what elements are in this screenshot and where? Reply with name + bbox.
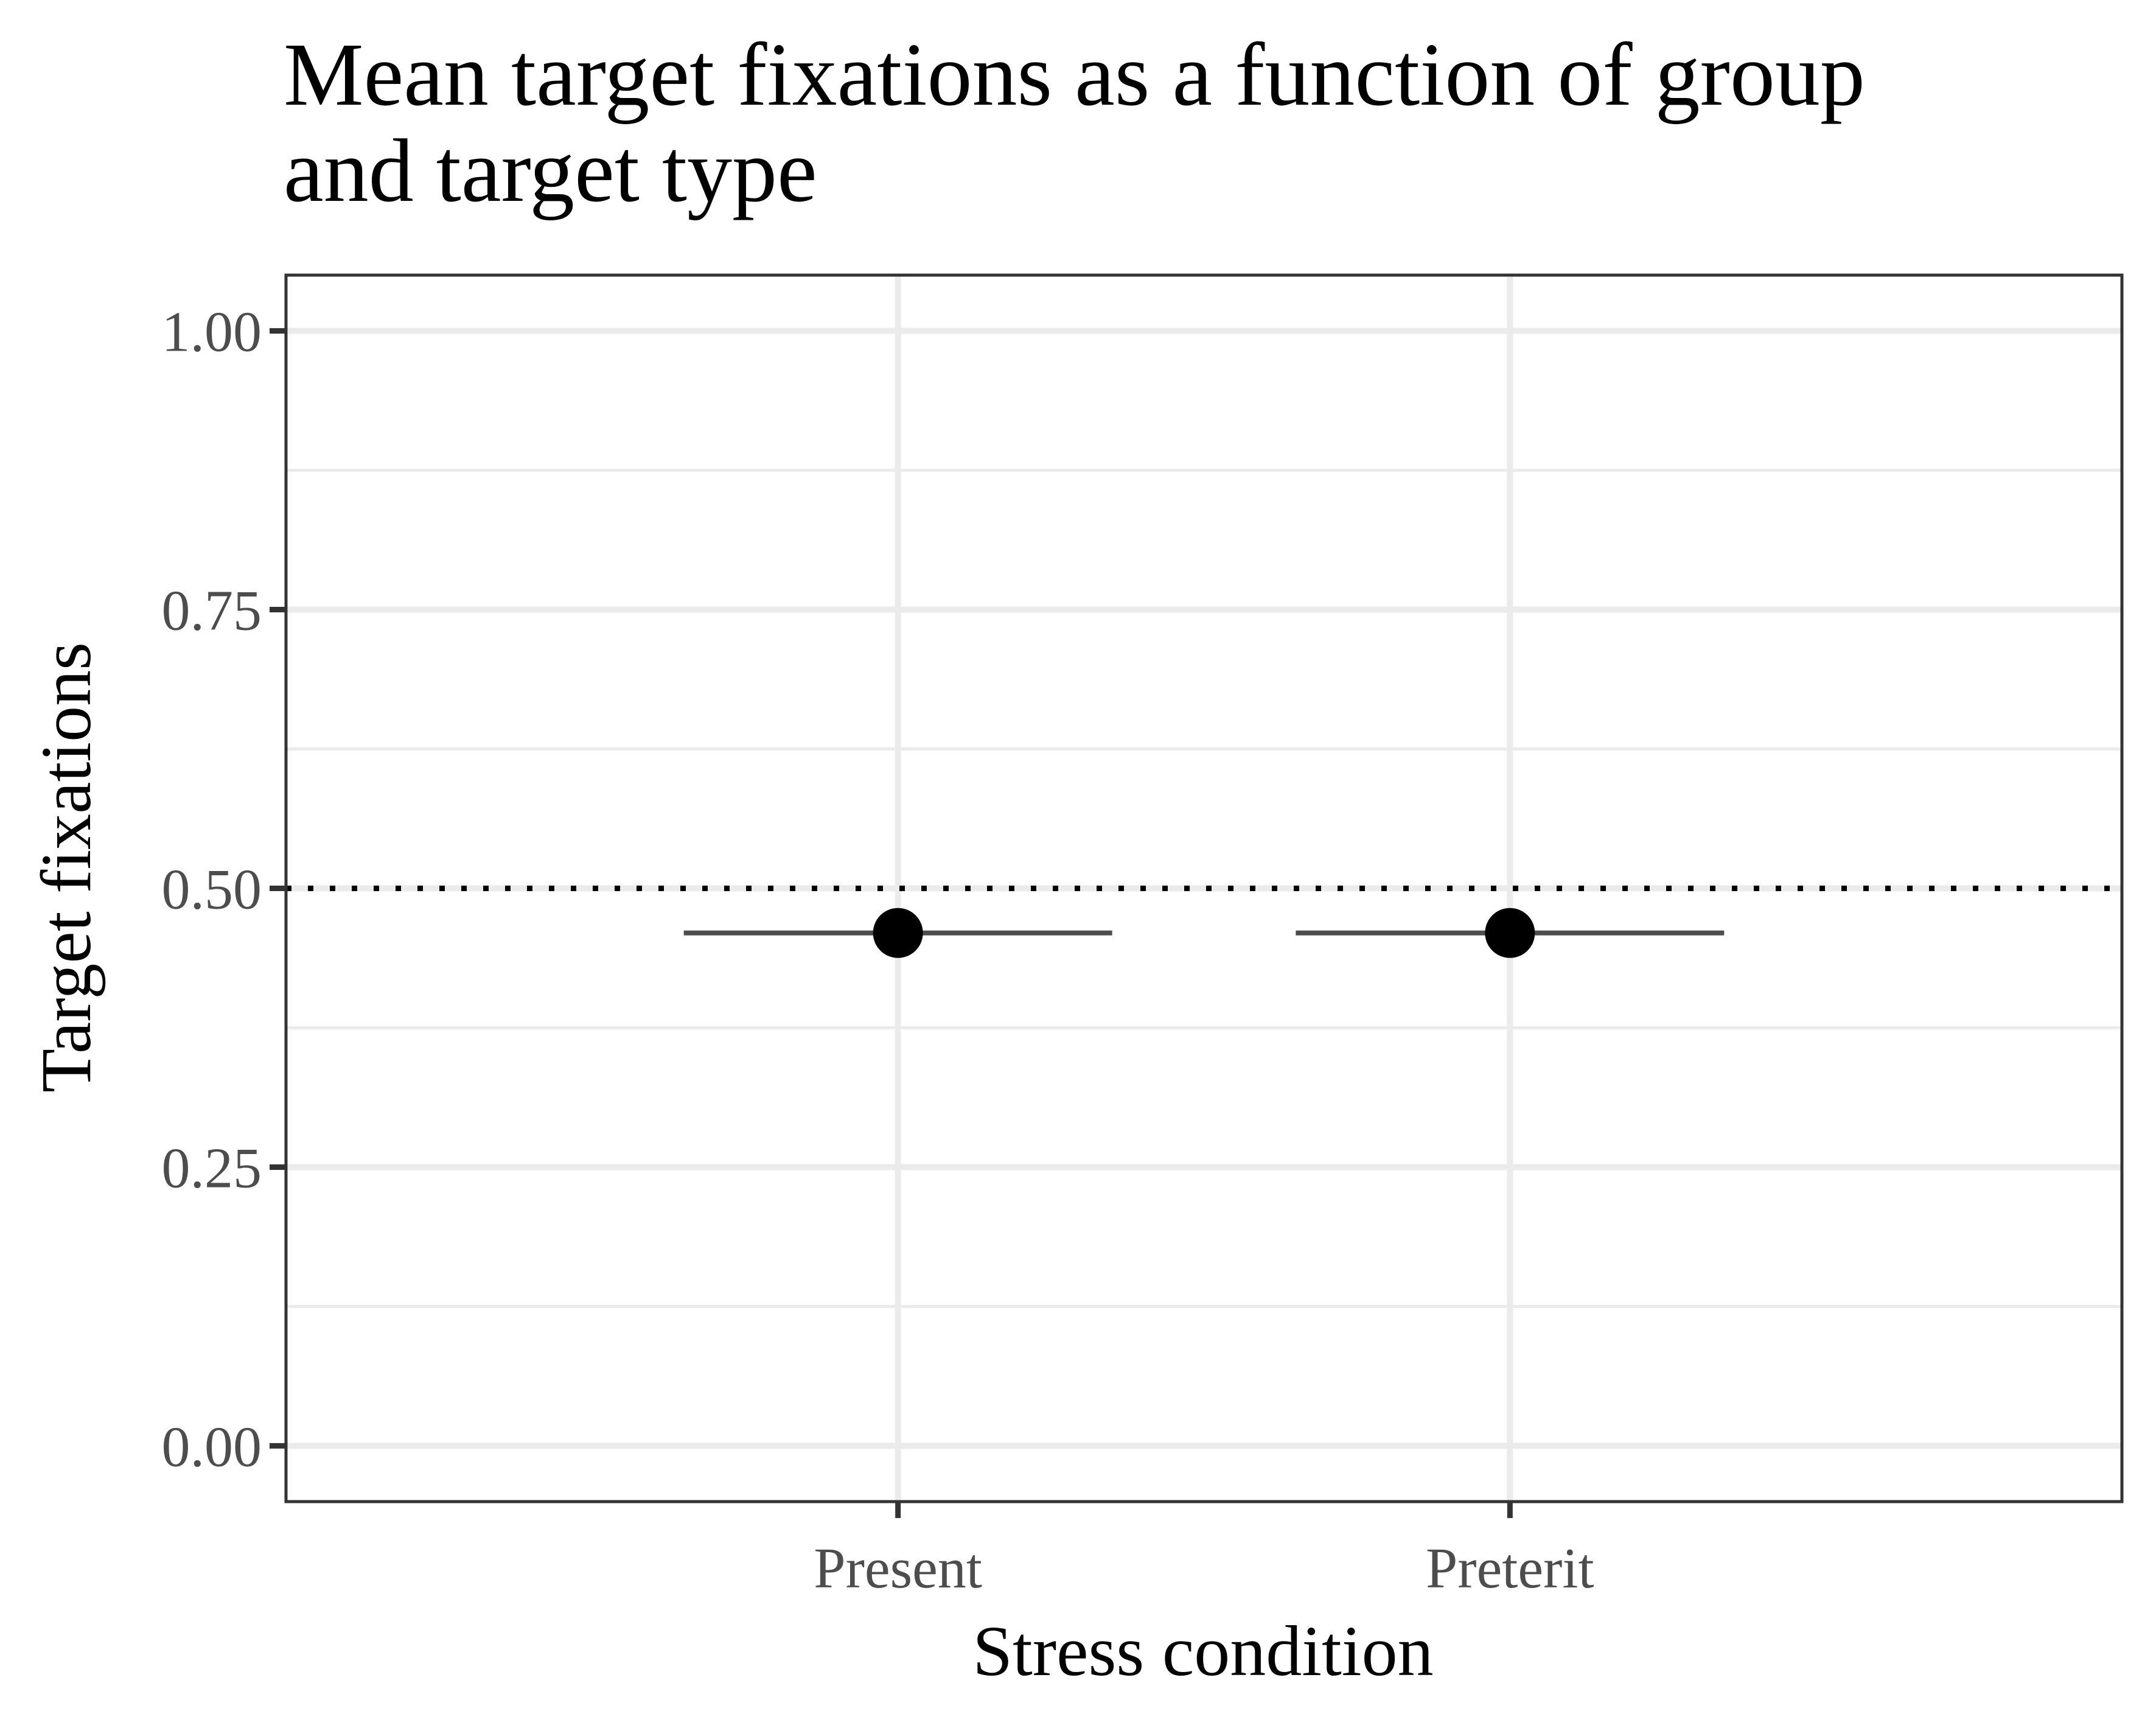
y-tick-label: 0.75 — [162, 579, 262, 643]
y-tick-label: 0.50 — [162, 858, 262, 922]
chart-title-line-2: and target type — [284, 121, 817, 221]
data-marks — [683, 908, 1725, 958]
grid-lines — [286, 275, 2122, 1502]
axis-ticks: 0.00 0.25 0.50 0.75 1.00 Present Preterit — [162, 301, 1594, 1600]
y-tick-label: 1.00 — [162, 301, 262, 364]
data-point — [873, 908, 923, 958]
y-tick-label: 0.25 — [162, 1136, 262, 1200]
data-point — [1485, 908, 1535, 958]
x-tick-label: Preterit — [1426, 1537, 1594, 1600]
y-tick-label: 0.00 — [162, 1415, 262, 1478]
y-axis-title: Target fixations — [26, 642, 106, 1093]
chart-title-line-1: Mean target fixations as a function of g… — [284, 25, 1865, 125]
x-tick-label: Present — [814, 1537, 982, 1600]
x-axis-title: Stress condition — [972, 1611, 1433, 1691]
